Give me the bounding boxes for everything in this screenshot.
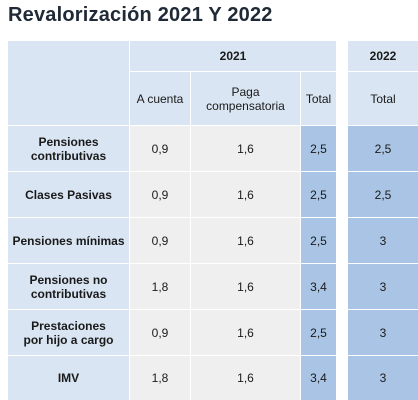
- header-total-2021: Total: [301, 72, 336, 125]
- cell-paga: 1,6: [191, 356, 300, 400]
- cell-total-2022: 3: [348, 218, 418, 263]
- header-corner: [8, 41, 129, 125]
- cell-paga: 1,6: [191, 218, 300, 263]
- header-a-cuenta: A cuenta: [130, 72, 190, 125]
- cell-a-cuenta: 0,9: [130, 218, 190, 263]
- cell-paga: 1,6: [191, 264, 300, 309]
- row-label: Prestaciones por hijo a cargo: [8, 310, 129, 355]
- row-label: Pensiones no contributivas: [8, 264, 129, 309]
- cell-total-2022: 3: [348, 356, 418, 400]
- header-paga-compensatoria: Paga compensatoria: [191, 72, 300, 125]
- row-label: Pensiones contributivas: [8, 126, 129, 171]
- cell-paga: 1,6: [191, 126, 300, 171]
- row-label: Pensiones mínimas: [8, 218, 129, 263]
- cell-total-2022: 2,5: [348, 172, 418, 217]
- cell-total-2021: 2,5: [301, 126, 336, 171]
- cell-total-2022: 3: [348, 264, 418, 309]
- cell-a-cuenta: 1,8: [130, 264, 190, 309]
- header-year-2022: 2022: [348, 41, 418, 71]
- row-label: Clases Pasivas: [8, 172, 129, 217]
- cell-a-cuenta: 0,9: [130, 172, 190, 217]
- row-label: IMV: [8, 356, 129, 400]
- cell-total-2022: 2,5: [348, 126, 418, 171]
- cell-a-cuenta: 0,9: [130, 310, 190, 355]
- cell-total-2021: 3,4: [301, 356, 336, 400]
- cell-total-2022: 3: [348, 310, 418, 355]
- page-title: Revalorización 2021 Y 2022: [8, 4, 273, 26]
- cell-a-cuenta: 0,9: [130, 126, 190, 171]
- cell-paga: 1,6: [191, 172, 300, 217]
- header-total-2022: Total: [348, 72, 418, 125]
- cell-total-2021: 3,4: [301, 264, 336, 309]
- cell-total-2021: 2,5: [301, 172, 336, 217]
- cell-a-cuenta: 1,8: [130, 356, 190, 400]
- cell-total-2021: 2,5: [301, 218, 336, 263]
- header-year-2021: 2021: [130, 41, 336, 71]
- cell-total-2021: 2,5: [301, 310, 336, 355]
- cell-paga: 1,6: [191, 310, 300, 355]
